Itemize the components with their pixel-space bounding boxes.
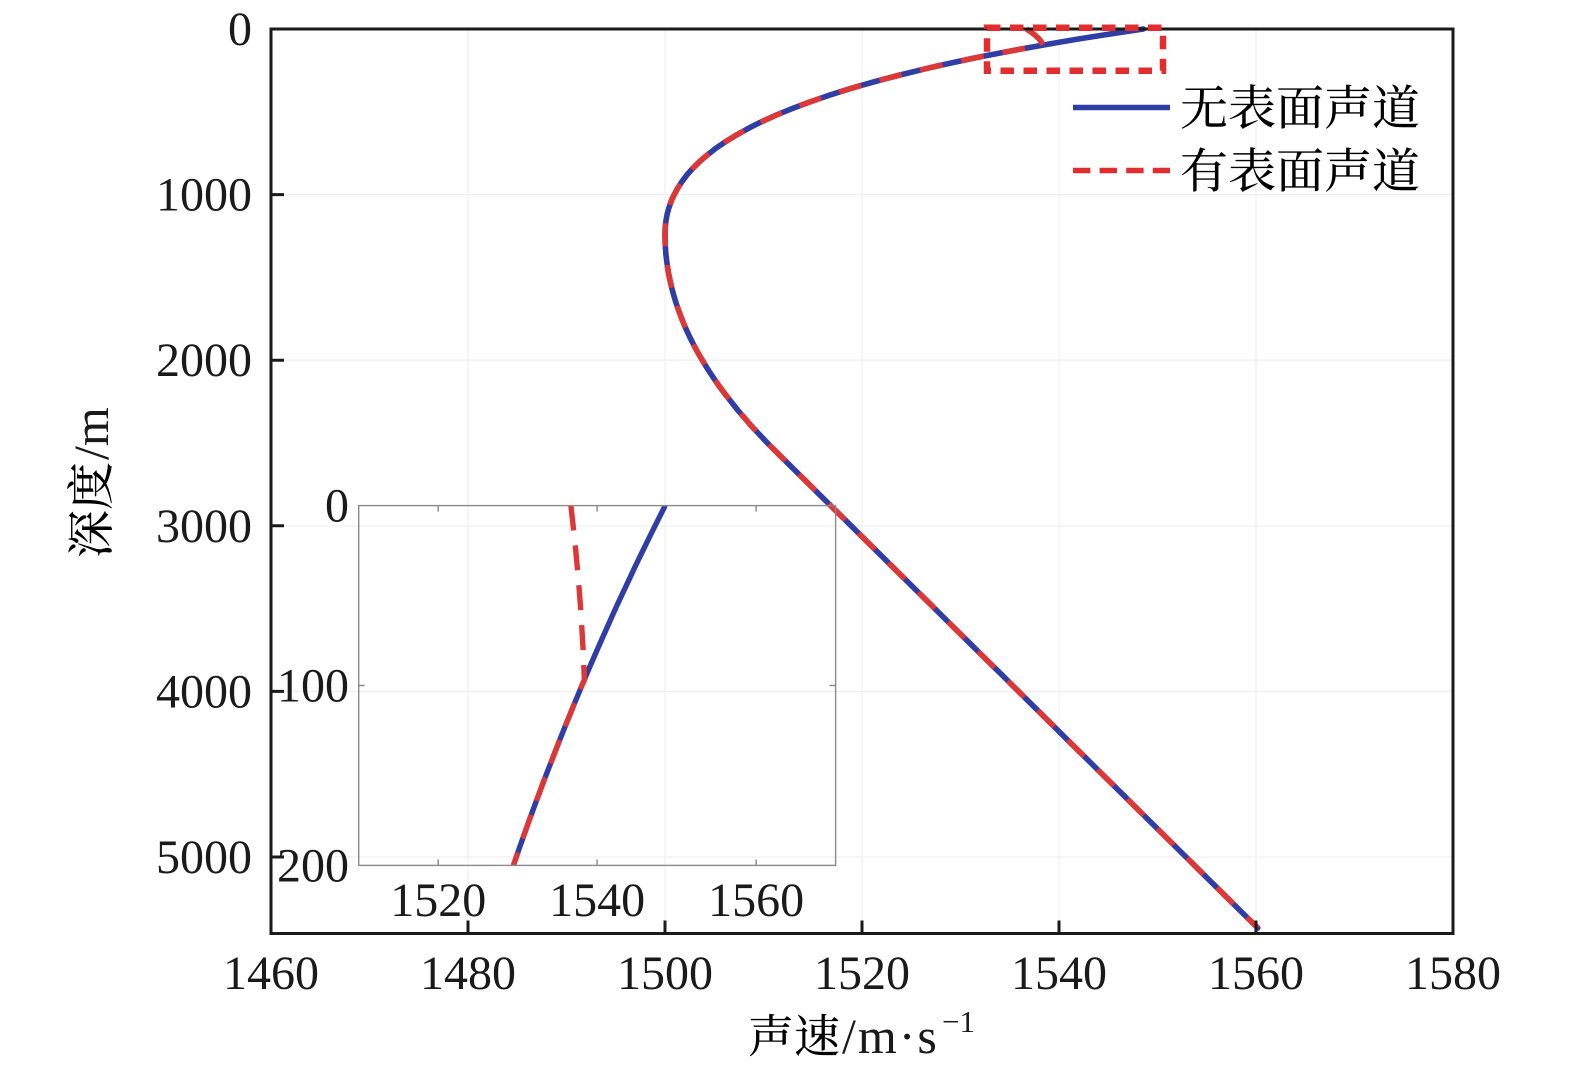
svg-text:100: 100 [277, 660, 349, 713]
svg-text:1540: 1540 [1011, 947, 1107, 1000]
svg-text:1560: 1560 [708, 874, 804, 927]
svg-text:1520: 1520 [390, 874, 486, 927]
svg-text:1580: 1580 [1405, 947, 1501, 1000]
svg-text:1480: 1480 [420, 947, 516, 1000]
svg-text:2000: 2000 [156, 334, 252, 387]
svg-text:4000: 4000 [156, 665, 252, 718]
svg-text:/m: /m [63, 407, 119, 460]
svg-text:200: 200 [277, 839, 349, 892]
svg-text:1000: 1000 [156, 169, 252, 222]
svg-text:1560: 1560 [1208, 947, 1304, 1000]
svg-text:0: 0 [228, 3, 252, 56]
svg-text:0: 0 [325, 480, 349, 533]
svg-text:/m·s: /m·s [842, 1008, 939, 1064]
svg-text:1460: 1460 [223, 947, 319, 1000]
svg-text:1500: 1500 [617, 947, 713, 1000]
svg-text:5000: 5000 [156, 831, 252, 884]
svg-text:−1: −1 [942, 1004, 975, 1039]
svg-text:3000: 3000 [156, 500, 252, 553]
svg-text:1520: 1520 [814, 947, 910, 1000]
svg-text:1540: 1540 [549, 874, 645, 927]
